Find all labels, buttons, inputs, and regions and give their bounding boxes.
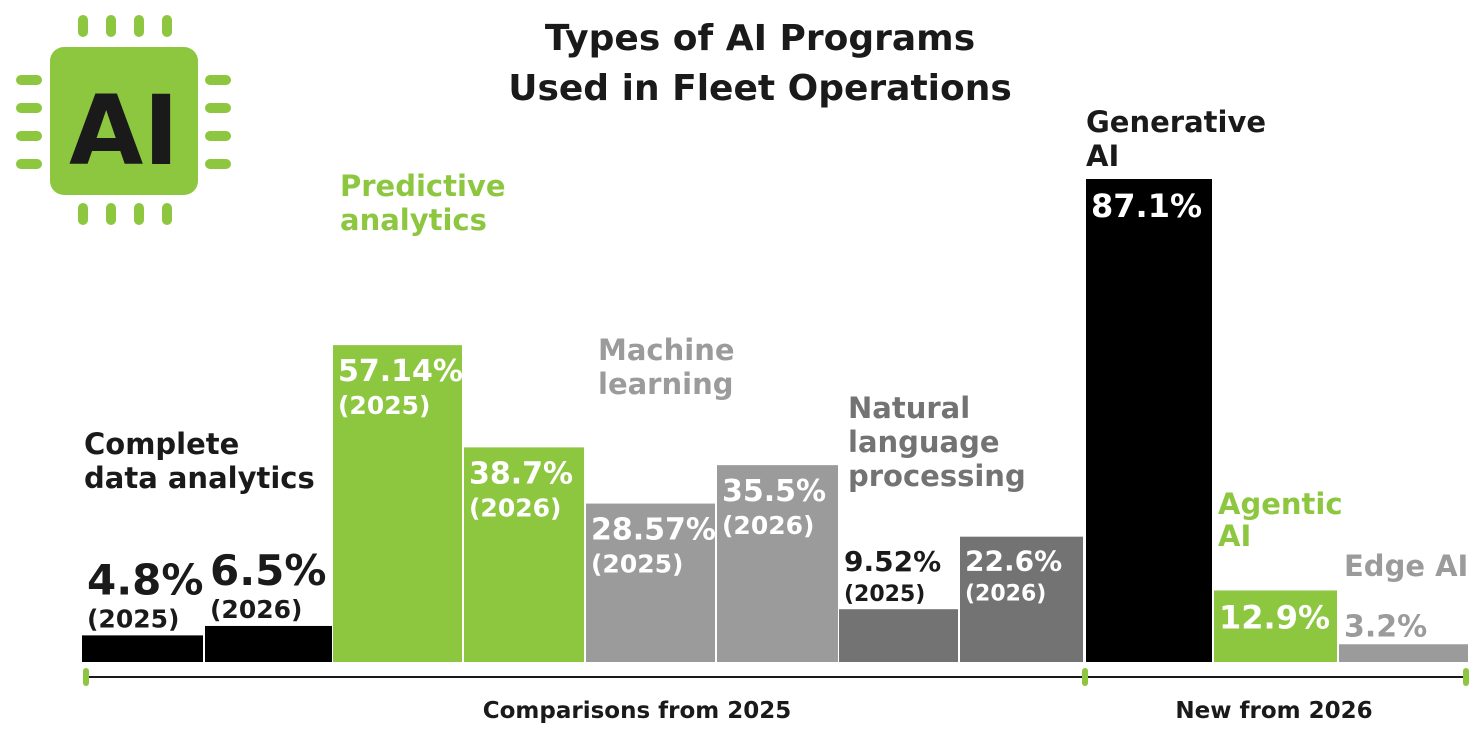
- bar-3-0: [839, 609, 958, 662]
- value-label-4-0: 87.1%: [1091, 187, 1202, 225]
- value-label-1-0: 57.14%: [338, 354, 463, 389]
- category-label-3: Natural language processing: [848, 391, 1026, 493]
- chart-title-line-1: Types of AI Programs: [545, 18, 975, 59]
- value-label-3-1: 22.6%: [965, 545, 1062, 578]
- year-label-0-0: (2025): [87, 604, 179, 633]
- axis-group: Comparisons from 2025 New from 2026: [83, 668, 1469, 724]
- bar-4-0: [1086, 179, 1212, 662]
- chart-title-line-2: Used in Fleet Operations: [508, 68, 1012, 109]
- ai-chip-logo: AI: [16, 15, 231, 225]
- value-label-2-1: 35.5%: [722, 474, 826, 509]
- axis-marker-left: [83, 668, 89, 686]
- bar-5-0: [1214, 590, 1337, 662]
- value-label-5-0: 12.9%: [1219, 598, 1330, 636]
- year-label-3-1: (2026): [965, 582, 1046, 607]
- category-label-4: Generative AI: [1086, 105, 1266, 173]
- bar-1-0: [333, 345, 462, 662]
- year-label-0-1: (2026): [210, 595, 302, 624]
- section-label-1: New from 2026: [1175, 698, 1372, 724]
- year-label-3-0: (2025): [844, 582, 925, 607]
- value-label-2-0: 28.57%: [591, 513, 716, 548]
- bar-6-0: [1339, 644, 1468, 662]
- value-label-3-0: 9.52%: [844, 545, 941, 578]
- category-label-1: Predictive analytics: [340, 169, 506, 237]
- category-label-0: Complete data analytics: [84, 427, 315, 495]
- value-label-1-1: 38.7%: [469, 456, 573, 491]
- bar-2-0: [586, 503, 715, 662]
- value-label-0-1: 6.5%: [210, 546, 326, 595]
- year-label-1-1: (2026): [469, 493, 561, 522]
- category-label-2: Machine learning: [598, 333, 735, 401]
- year-label-2-0: (2025): [591, 550, 683, 579]
- category-label-6: Edge AI: [1344, 549, 1468, 583]
- axis-marker-mid: [1082, 668, 1088, 686]
- section-label-0: Comparisons from 2025: [483, 698, 792, 724]
- bar-2-1: [717, 465, 838, 662]
- year-label-2-1: (2026): [722, 511, 814, 540]
- category-label-5: Agentic AI: [1218, 487, 1343, 553]
- axis-marker-right: [1463, 668, 1469, 686]
- value-label-6-0: 3.2%: [1344, 609, 1427, 644]
- bars-group: 4.8%(2025)6.5%(2026)Complete data analyti…: [82, 105, 1468, 662]
- ai-logo-text: AI: [69, 75, 179, 187]
- value-label-0-0: 4.8%: [87, 555, 203, 604]
- bar-3-1: [960, 536, 1083, 662]
- year-label-1-0: (2025): [338, 391, 430, 420]
- bar-0-0: [82, 635, 203, 662]
- bar-1-1: [464, 447, 584, 662]
- bar-0-1: [205, 625, 332, 662]
